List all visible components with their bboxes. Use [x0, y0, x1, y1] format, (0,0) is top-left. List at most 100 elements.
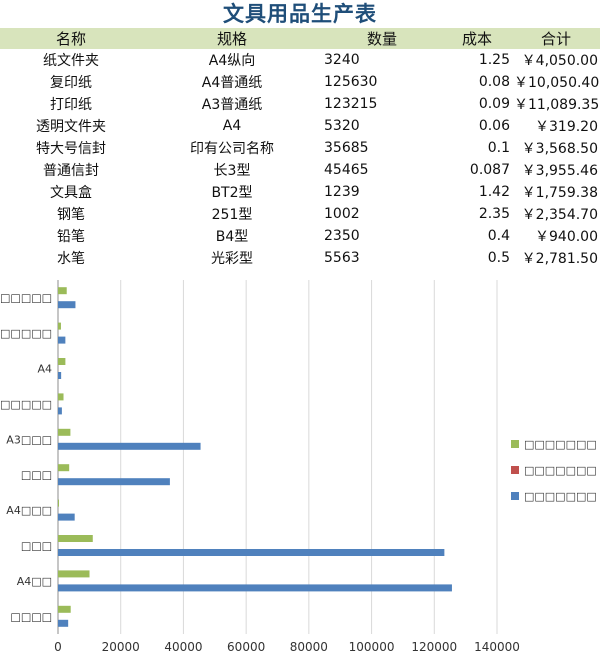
x-tick-label: 140000	[474, 640, 520, 654]
legend-swatch	[511, 466, 519, 474]
y-category-label: □□□□□	[0, 398, 52, 411]
cell-cost[interactable]: 0.08	[478, 74, 510, 90]
cell-name[interactable]: 钢笔	[57, 207, 85, 223]
cell-name[interactable]: 普通信封	[43, 163, 99, 179]
cell-qty[interactable]: 3240	[324, 52, 360, 68]
table-row: 透明文件夹 A4 5320 0.06 ￥319.20	[0, 115, 600, 137]
y-category-label: □□□□	[10, 610, 52, 623]
cell-spec[interactable]: A3普通纸	[201, 97, 263, 113]
cell-spec[interactable]: A4	[222, 118, 242, 134]
cell-total[interactable]: ￥319.20	[535, 119, 598, 135]
x-tick-label: 60000	[227, 640, 265, 654]
cell-total[interactable]: ￥11,089.35	[514, 97, 600, 113]
bar-blue	[58, 584, 452, 592]
y-category-label: A4□□□	[6, 504, 52, 517]
bar-green	[58, 605, 71, 613]
cell-cost[interactable]: 0.087	[469, 162, 510, 178]
header-qty[interactable]: 数量	[322, 28, 442, 49]
cell-qty[interactable]: 5563	[324, 250, 360, 266]
cell-cost[interactable]: 0.4	[487, 228, 510, 244]
legend-swatch	[511, 492, 519, 500]
cell-name[interactable]: 文具盒	[50, 185, 92, 201]
y-category-label: □□□□□□	[0, 292, 52, 305]
bar-blue	[58, 442, 201, 450]
sheet-title: 文具用品生产表	[223, 2, 377, 26]
bar-blue	[58, 407, 62, 415]
cell-spec[interactable]: 光彩型	[211, 251, 253, 267]
cell-qty[interactable]: 125630	[324, 74, 378, 90]
bar-green	[58, 499, 60, 507]
y-category-label: A4	[37, 363, 52, 376]
bar-blue	[58, 619, 69, 627]
cell-total[interactable]: ￥940.00	[535, 229, 598, 245]
x-tick-label: 20000	[102, 640, 140, 654]
cell-total[interactable]: ￥1,759.38	[521, 185, 598, 201]
cell-spec[interactable]: 251型	[211, 207, 253, 223]
cell-name[interactable]: 复印纸	[50, 75, 92, 91]
x-tick-label: 0	[54, 640, 62, 654]
cell-qty[interactable]: 123215	[324, 96, 378, 112]
cell-name[interactable]: 打印纸	[50, 97, 92, 113]
cell-qty[interactable]: 45465	[324, 162, 369, 178]
bar-blue	[58, 301, 76, 309]
header-cost[interactable]: 成本	[442, 28, 512, 49]
cell-cost[interactable]: 0.09	[478, 96, 510, 112]
table-row: 复印纸 A4普通纸 125630 0.08 ￥10,050.40	[0, 71, 600, 93]
table-body: 纸文件夹 A4纵向 3240 1.25 ￥4,050.00 复印纸 A4普通纸 125630 0…	[0, 49, 600, 269]
bar-chart: 0 20000 40000 60000 80000 100000 120000 140000 □…	[0, 280, 600, 654]
cell-name[interactable]: 特大号信封	[36, 141, 106, 157]
cell-spec[interactable]: 印有公司名称	[190, 141, 274, 157]
cell-total[interactable]: ￥2,781.50	[521, 251, 598, 267]
header-total[interactable]: 合计	[512, 28, 600, 49]
bar-green	[58, 428, 71, 436]
y-category-label: A4□□	[17, 575, 52, 588]
header-spec[interactable]: 规格	[142, 28, 322, 49]
cell-name[interactable]: 纸文件夹	[43, 53, 99, 69]
table-row: 文具盒 BT2型 1239 1.42 ￥1,759.38	[0, 181, 600, 203]
bar-blue	[58, 549, 445, 556]
cell-name[interactable]: 水笔	[57, 251, 85, 267]
cell-qty[interactable]: 35685	[324, 140, 369, 156]
cell-total[interactable]: ￥3,568.50	[521, 141, 598, 157]
cell-qty[interactable]: 2350	[324, 228, 360, 244]
legend-label: □□□□□□□ □□	[524, 438, 600, 451]
y-category-label: A3□□□	[6, 433, 52, 446]
bar-green	[58, 464, 70, 472]
cell-spec[interactable]: A4普通纸	[201, 75, 263, 91]
cell-qty[interactable]: 1002	[324, 206, 360, 222]
cell-total[interactable]: ￥10,050.40	[514, 75, 600, 91]
cell-qty[interactable]: 1239	[324, 184, 360, 200]
cell-spec[interactable]: 长3型	[213, 163, 251, 179]
x-tick-label: 100000	[349, 640, 395, 654]
cell-cost[interactable]: 0.5	[487, 250, 510, 266]
x-tick-label: 80000	[290, 640, 328, 654]
bar-blue	[58, 478, 170, 486]
cell-spec[interactable]: BT2型	[211, 185, 253, 201]
bar-green	[58, 322, 61, 330]
bar-green	[58, 287, 67, 295]
bar-blue	[58, 336, 66, 344]
bar-green	[58, 570, 90, 578]
cell-cost[interactable]: 1.42	[478, 184, 510, 200]
table-row: 特大号信封 印有公司名称 35685 0.1 ￥3,568.50	[0, 137, 600, 159]
bar-blue	[58, 513, 75, 521]
cell-name[interactable]: 透明文件夹	[36, 119, 106, 135]
table-row: 铅笔 B4型 2350 0.4 ￥940.00	[0, 225, 600, 247]
cell-total[interactable]: ￥4,050.00	[521, 53, 598, 69]
cell-cost[interactable]: 0.1	[487, 140, 510, 156]
bar-blue	[58, 372, 62, 379]
cell-cost[interactable]: 2.35	[478, 206, 510, 222]
header-name[interactable]: 名称	[0, 28, 142, 49]
cell-total[interactable]: ￥2,354.70	[521, 207, 598, 223]
cell-spec[interactable]: A4纵向	[208, 53, 256, 69]
cell-cost[interactable]: 0.06	[478, 118, 510, 134]
x-tick-label: 40000	[164, 640, 202, 654]
cell-qty[interactable]: 5320	[324, 118, 360, 134]
table-row: 水笔 光彩型 5563 0.5 ￥2,781.50	[0, 247, 600, 269]
table-row: 钢笔 251型 1002 2.35 ￥2,354.70	[0, 203, 600, 225]
cell-name[interactable]: 铅笔	[57, 229, 85, 245]
cell-total[interactable]: ￥3,955.46	[521, 163, 598, 179]
table-row: 普通信封 长3型 45465 0.087 ￥3,955.46	[0, 159, 600, 181]
cell-spec[interactable]: B4型	[215, 229, 249, 245]
cell-cost[interactable]: 1.25	[478, 52, 510, 68]
